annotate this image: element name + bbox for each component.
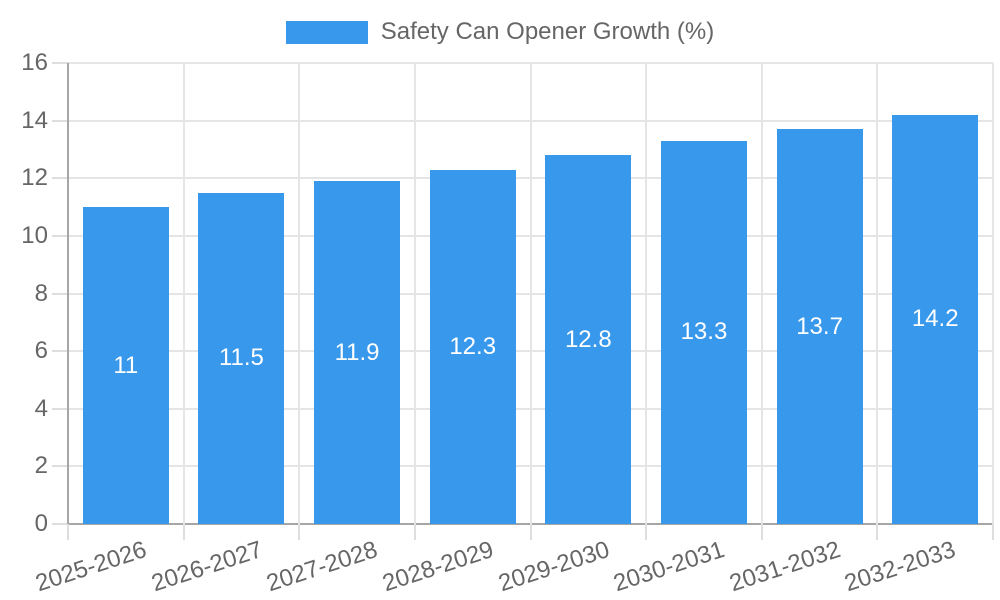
bar-value-label: 14.2 — [911, 305, 959, 333]
y-tick — [52, 292, 68, 295]
y-tick — [52, 350, 68, 353]
y-tick-label: 10 — [21, 221, 48, 249]
bar — [198, 192, 285, 524]
bar — [82, 207, 169, 524]
x-tick-label: 2030-2031 — [610, 536, 728, 598]
y-tick — [52, 465, 68, 468]
y-tick-label: 12 — [21, 164, 48, 192]
x-tick — [413, 524, 416, 540]
y-tick — [52, 407, 68, 410]
bar — [429, 169, 516, 524]
x-tick — [760, 524, 763, 540]
y-tick — [52, 119, 68, 122]
y-tick — [52, 177, 68, 180]
bar-value-label: 12.3 — [449, 332, 497, 360]
y-tick-label: 0 — [34, 510, 48, 537]
x-gridline — [876, 63, 879, 524]
x-gridline — [529, 63, 532, 524]
y-tick — [52, 523, 68, 525]
bar-value-label: 11.5 — [218, 344, 264, 372]
bar-value-label: 12.8 — [564, 325, 612, 353]
bar — [892, 114, 979, 524]
bar-value-label: 13.7 — [796, 312, 843, 340]
x-tick-label: 2027-2028 — [263, 536, 382, 598]
bar-value-label: 13.3 — [680, 318, 728, 346]
x-tick — [876, 524, 879, 540]
x-gridline — [298, 63, 301, 524]
x-gridline — [760, 63, 763, 524]
bar — [314, 181, 401, 524]
legend-color-swatch — [285, 20, 368, 44]
x-gridline — [992, 63, 994, 524]
bar — [776, 129, 863, 524]
x-gridline — [413, 63, 416, 524]
x-tick-label: 2026-2027 — [147, 536, 266, 598]
x-tick — [298, 524, 301, 540]
y-tick-label: 8 — [34, 279, 48, 307]
bar — [545, 155, 632, 524]
x-gridline — [182, 63, 185, 524]
y-tick — [52, 62, 68, 64]
y-tick-label: 6 — [34, 337, 48, 365]
x-tick — [529, 524, 532, 540]
x-tick-label: 2031-2032 — [726, 536, 844, 598]
legend-item[interactable]: Safety Can Opener Growth (%) — [285, 18, 715, 46]
x-tick-label: 2032-2033 — [841, 536, 960, 598]
y-tick-label: 16 — [21, 49, 48, 76]
chart-legend: Safety Can Opener Growth (%) — [0, 18, 1000, 46]
x-tick-label: 2029-2030 — [494, 536, 613, 598]
bar-value-label: 11 — [113, 351, 139, 379]
y-tick — [52, 234, 68, 237]
x-tick — [67, 524, 69, 540]
x-tick-label: 2025-2026 — [32, 536, 150, 598]
x-tick — [645, 524, 648, 540]
bar-value-label: 11.9 — [334, 338, 380, 366]
bar — [660, 140, 747, 524]
y-tick-label: 14 — [21, 106, 48, 134]
x-tick-label: 2028-2029 — [379, 536, 497, 598]
y-tick-label: 4 — [34, 394, 48, 422]
y-tick-label: 2 — [34, 452, 48, 480]
x-tick — [992, 524, 994, 540]
x-gridline — [645, 63, 648, 524]
x-tick — [182, 524, 185, 540]
legend-series-label: Safety Can Opener Growth (%) — [380, 18, 715, 45]
y-axis-line — [67, 63, 69, 524]
